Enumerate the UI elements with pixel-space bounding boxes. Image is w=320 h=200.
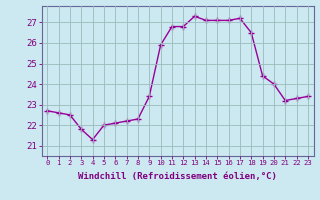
X-axis label: Windchill (Refroidissement éolien,°C): Windchill (Refroidissement éolien,°C) <box>78 172 277 181</box>
